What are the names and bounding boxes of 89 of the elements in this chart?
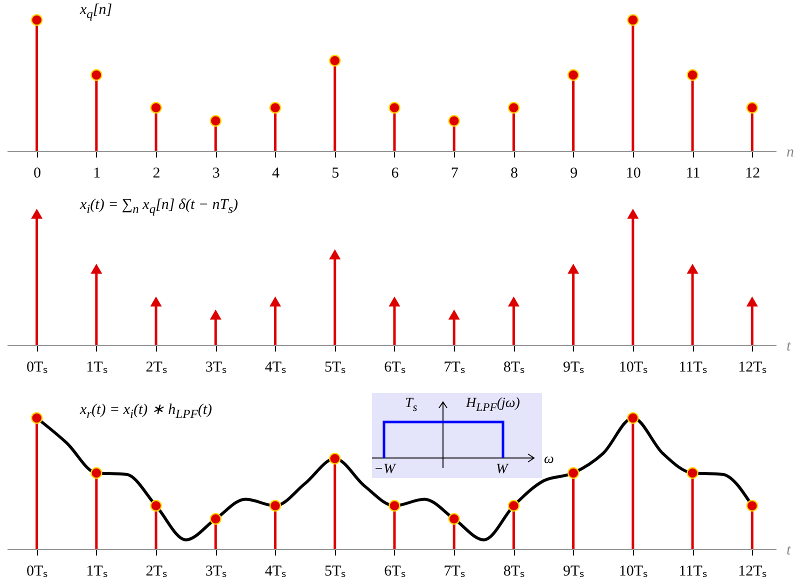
point	[91, 264, 102, 274]
x-tick-label: 6	[391, 166, 400, 182]
point	[627, 14, 639, 26]
point	[150, 297, 162, 306]
x-tick-label: 7	[450, 166, 459, 182]
point	[329, 54, 341, 66]
point	[746, 297, 758, 306]
x-tick-label: 5Tₛ	[324, 360, 346, 376]
point	[746, 500, 758, 512]
x-tick-label: 12Tₛ	[738, 360, 768, 376]
point	[269, 102, 282, 114]
x-tick-label: 7Tₛ	[444, 564, 466, 580]
point	[508, 102, 520, 114]
x-tick-label: 8Tₛ	[503, 564, 526, 580]
point	[389, 297, 400, 306]
x-tick-label: 1Tₛ	[86, 564, 108, 580]
chart-title: x$_{r}$(t) = x$_{i}$(t) ∗ h$_{LPF}$(t)	[80, 401, 212, 422]
x-tick-label: 9Tₛ	[562, 564, 585, 580]
x-tick-label: 7Tₛ	[444, 360, 466, 376]
chart-title: x$_{q}$[n]	[80, 2, 112, 22]
annotation: ω	[544, 452, 554, 468]
x-tick-label: 2Tₛ	[146, 564, 168, 580]
x-tick-label: 3Tₛ	[205, 360, 227, 376]
x-axis-title: n	[786, 144, 794, 160]
x-tick-label: 9Tₛ	[562, 360, 585, 376]
x-tick-label: 4Tₛ	[264, 360, 287, 376]
x-tick-label: 10Tₛ	[618, 360, 648, 376]
point	[687, 264, 698, 274]
x-tick-label: 1Tₛ	[86, 360, 108, 376]
x-tick-label: 12	[745, 166, 760, 182]
x-tick-label: 1	[93, 166, 101, 182]
point	[90, 467, 102, 479]
x-tick-label: 2Tₛ	[146, 360, 168, 376]
x-tick-label: 3	[212, 166, 220, 182]
x-tick-label: 12Tₛ	[738, 564, 768, 580]
x-tick-label: 5Tₛ	[324, 564, 346, 580]
point	[210, 115, 222, 127]
x-tick-label: 5	[332, 166, 340, 182]
chart-title: x$_{i}$(t) = ∑$_{n}$ x$_{q}$[n] δ(t − nT$_{s}$)	[80, 197, 238, 216]
point	[270, 297, 281, 306]
x-tick-label: 11Tₛ	[678, 360, 708, 376]
x-tick-label: 11Tₛ	[678, 564, 708, 580]
point	[210, 310, 221, 320]
point	[150, 102, 162, 114]
point	[508, 297, 520, 306]
x-tick-label: 0Tₛ	[26, 564, 48, 580]
x-tick-label: 10Tₛ	[618, 564, 648, 580]
x-tick-label: 11	[686, 166, 700, 182]
x-tick-label: 6Tₛ	[384, 564, 406, 580]
x-tick-label: 10	[626, 166, 641, 182]
x-tick-label: 8Tₛ	[503, 360, 526, 376]
x-tick-label: 8	[510, 166, 518, 182]
point	[30, 14, 43, 26]
point	[448, 513, 460, 525]
point	[330, 250, 340, 260]
point	[628, 209, 638, 219]
point	[567, 69, 580, 81]
point	[567, 467, 580, 479]
point	[388, 102, 400, 114]
text: H$_{LPF}$(jω)	[466, 396, 520, 416]
point	[448, 115, 460, 127]
point	[329, 452, 341, 464]
x-axis-title: t	[786, 338, 792, 354]
point	[686, 467, 698, 479]
point	[30, 412, 43, 424]
x-tick-label: 3Tₛ	[205, 564, 227, 580]
point	[746, 102, 758, 114]
x-tick-label: 4Tₛ	[264, 564, 287, 580]
x-axis-title: t	[786, 542, 792, 558]
point	[686, 69, 698, 81]
x-tick-label: 0	[34, 166, 42, 182]
point	[627, 412, 639, 424]
point	[90, 69, 102, 81]
point	[388, 500, 400, 512]
x-tick-label: 0Tₛ	[26, 360, 48, 376]
text: T$_{s}$	[405, 396, 418, 416]
point	[448, 310, 460, 320]
x-tick-label: 4	[272, 166, 280, 182]
point	[150, 500, 162, 512]
point	[269, 500, 282, 512]
point	[508, 500, 520, 512]
annotation: W	[496, 462, 508, 478]
point	[210, 513, 222, 525]
annotation: −W	[374, 462, 396, 478]
point	[568, 264, 579, 274]
x-tick-label: 9	[570, 166, 578, 182]
x-tick-label: 6Tₛ	[384, 360, 406, 376]
point	[31, 209, 42, 219]
x-tick-label: 2	[152, 166, 160, 182]
